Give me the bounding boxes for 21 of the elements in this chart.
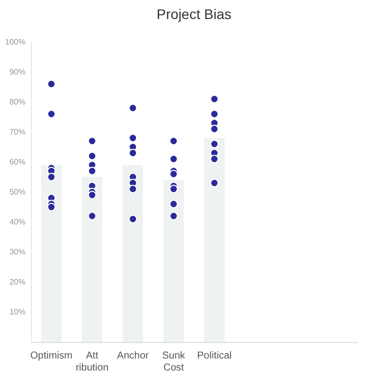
y-tick-label: 30% [9,248,26,256]
y-tick-label: 80% [9,98,26,106]
y-tick-label: 90% [9,68,26,76]
x-tick-label: Sunk Cost [162,350,186,374]
y-tick-label: 60% [9,158,26,166]
bar [41,165,62,342]
bar [163,180,184,342]
y-tick-label: 100% [5,38,26,46]
x-tick-label: Optimism [30,350,72,362]
y-tick-label: 40% [9,218,26,226]
bar [122,165,144,342]
x-tick-label: Political [197,350,232,362]
y-tick-label: 50% [9,188,26,196]
y-tick-label: 10% [9,308,26,316]
chart-title: Project Bias [156,6,232,22]
bar [82,177,102,342]
y-tick-label: 20% [9,278,26,286]
bar [204,138,225,342]
x-tick-label: Anchor [117,350,150,362]
y-tick-label: 70% [9,128,26,136]
x-tick-label: Att ribution [76,350,109,374]
